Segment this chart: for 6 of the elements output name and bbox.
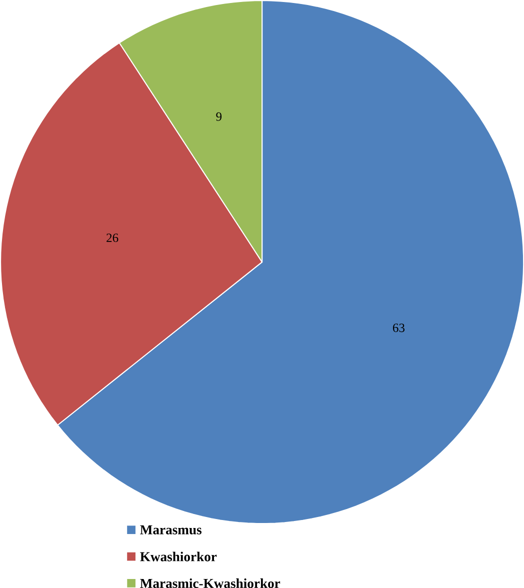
data-label: 26 <box>106 234 118 242</box>
legend-label: Kwashiorkor <box>140 552 217 562</box>
data-label: 63 <box>392 324 404 332</box>
legend-label: Marasmic-Kwashiorkor <box>140 578 280 588</box>
data-label: 9 <box>216 112 222 121</box>
legend-label: Marasmus <box>140 525 202 534</box>
